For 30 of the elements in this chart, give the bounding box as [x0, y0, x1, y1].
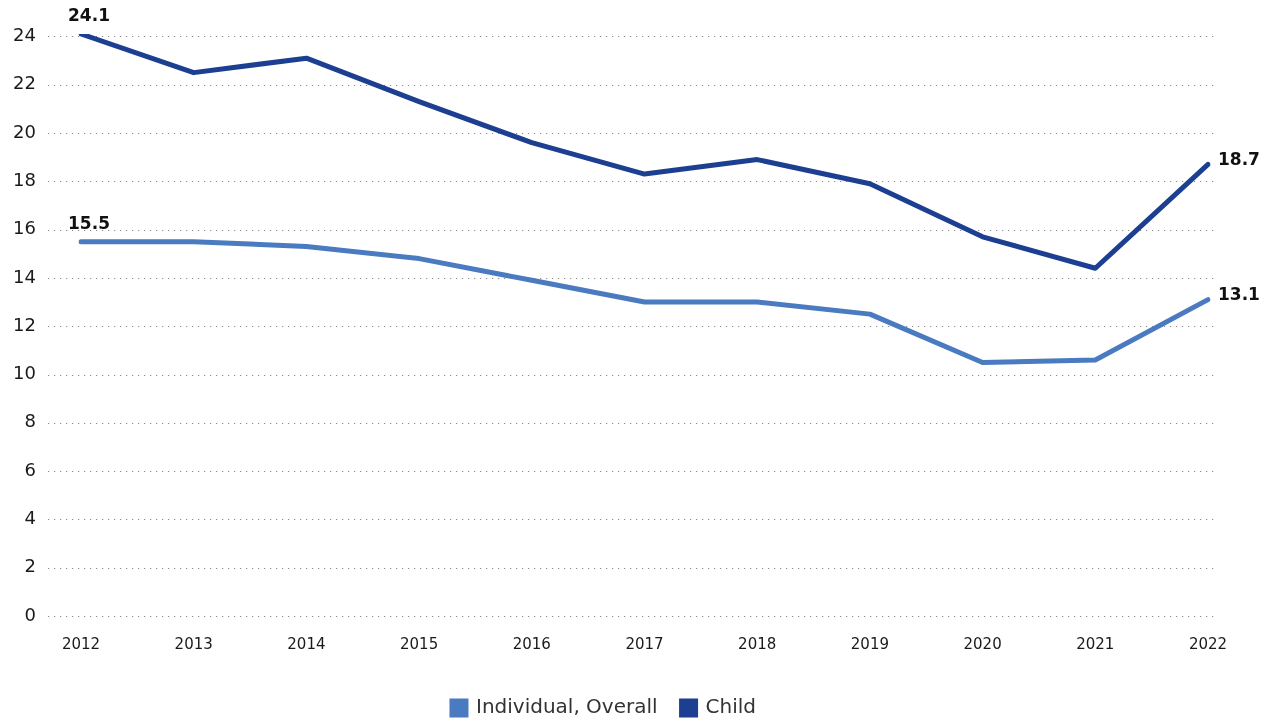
legend-label: Child [705, 694, 757, 719]
x-tick-label: 2020 [963, 634, 1002, 653]
x-tick-label: 2022 [1188, 634, 1228, 653]
legend-label: Individual, Overall [475, 694, 658, 719]
y-tick-label: 20 [13, 120, 36, 142]
x-tick-label: 2013 [174, 634, 213, 653]
y-tick-label: 16 [13, 217, 36, 239]
data-label: 15.5 [68, 212, 110, 233]
y-tick-label: 10 [13, 362, 36, 384]
y-tick-label: 4 [24, 507, 36, 529]
x-tick-label: 2021 [1076, 634, 1115, 653]
y-tick-label: 2 [24, 555, 36, 577]
data-label: 24.1 [68, 4, 110, 25]
y-tick-label: 22 [13, 72, 36, 94]
x-tick-label: 2019 [850, 634, 889, 653]
y-tick-label: 6 [24, 458, 36, 480]
x-tick-label: 2018 [738, 634, 777, 653]
x-tick-label: 2017 [625, 634, 664, 653]
y-tick-label: 12 [13, 313, 36, 335]
y-tick-label: 18 [13, 168, 36, 190]
y-tick-label: 24 [13, 24, 36, 46]
x-tick-label: 2016 [512, 634, 551, 653]
x-tick-label: 2014 [287, 634, 326, 653]
y-tick-label: 0 [24, 603, 36, 625]
x-tick-label: 2012 [61, 634, 101, 653]
data-label: 18.7 [1218, 148, 1260, 169]
y-tick-label: 14 [13, 265, 36, 287]
data-label: 13.1 [1218, 284, 1260, 305]
x-tick-label: 2015 [400, 634, 439, 653]
y-tick-label: 8 [24, 410, 36, 432]
